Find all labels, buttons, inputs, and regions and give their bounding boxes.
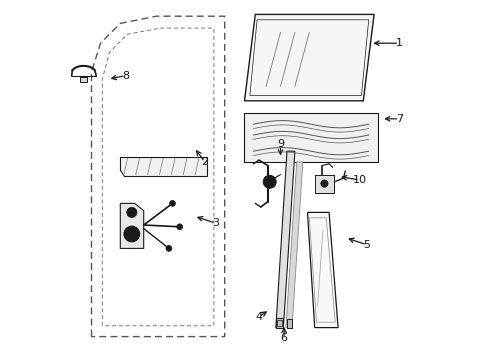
Polygon shape (285, 162, 302, 328)
Polygon shape (275, 151, 294, 328)
Bar (286, 319, 292, 328)
Circle shape (266, 179, 272, 185)
Circle shape (128, 230, 135, 238)
Circle shape (177, 224, 182, 230)
Text: 10: 10 (352, 175, 366, 185)
Text: 8: 8 (122, 71, 129, 81)
Bar (277, 320, 282, 326)
Text: 7: 7 (395, 114, 402, 124)
Circle shape (123, 226, 140, 242)
Polygon shape (244, 14, 373, 101)
Circle shape (263, 175, 276, 188)
Text: 2: 2 (201, 157, 208, 167)
Circle shape (126, 207, 137, 217)
Polygon shape (307, 212, 337, 328)
Circle shape (169, 201, 175, 206)
Text: 6: 6 (280, 333, 287, 343)
Circle shape (166, 246, 171, 251)
Bar (244, 113, 377, 162)
Text: 5: 5 (363, 240, 369, 250)
Text: 1: 1 (395, 38, 402, 48)
Bar (80, 77, 87, 82)
Polygon shape (120, 157, 206, 176)
Text: 4: 4 (255, 312, 262, 322)
Text: 9: 9 (276, 139, 284, 149)
Bar (276, 318, 283, 328)
Polygon shape (120, 203, 143, 248)
Text: 3: 3 (212, 218, 219, 228)
Bar (314, 175, 334, 193)
Circle shape (320, 180, 327, 187)
